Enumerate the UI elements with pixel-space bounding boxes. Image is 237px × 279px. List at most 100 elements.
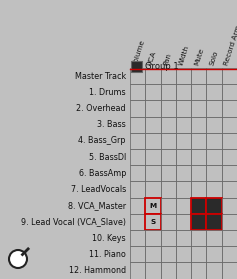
Bar: [145, 68, 161, 84]
Bar: [206, 230, 222, 246]
Bar: [206, 181, 222, 198]
Bar: [130, 165, 145, 181]
Bar: [161, 181, 176, 198]
Bar: [145, 181, 161, 198]
Bar: [176, 84, 191, 100]
Bar: [191, 181, 206, 198]
Bar: [130, 181, 145, 198]
Bar: [191, 133, 206, 149]
Bar: [161, 133, 176, 149]
Bar: [145, 263, 161, 279]
Bar: [222, 181, 237, 198]
Bar: [191, 198, 206, 214]
Bar: [222, 165, 237, 181]
Circle shape: [9, 250, 27, 268]
Bar: [145, 165, 161, 181]
Bar: [222, 149, 237, 165]
Text: 4. Bass_Grp: 4. Bass_Grp: [78, 136, 126, 145]
Bar: [130, 246, 145, 263]
Bar: [161, 198, 176, 214]
Bar: [222, 117, 237, 133]
Bar: [145, 230, 161, 246]
Bar: [222, 198, 237, 214]
Bar: [161, 230, 176, 246]
Text: 1. Drums: 1. Drums: [89, 88, 126, 97]
Bar: [176, 214, 191, 230]
Bar: [222, 84, 237, 100]
Text: Record Arm: Record Arm: [224, 24, 237, 66]
Bar: [176, 68, 191, 84]
Bar: [176, 263, 191, 279]
Bar: [130, 214, 145, 230]
Text: 5. BassDI: 5. BassDI: [89, 153, 126, 162]
Bar: [222, 133, 237, 149]
Bar: [222, 246, 237, 263]
Bar: [161, 165, 176, 181]
Bar: [176, 100, 191, 117]
Bar: [206, 149, 222, 165]
Bar: [161, 84, 176, 100]
Bar: [145, 198, 161, 214]
Bar: [145, 117, 161, 133]
Text: 9. Lead Vocal (VCA_Slave): 9. Lead Vocal (VCA_Slave): [21, 217, 126, 226]
Text: Width: Width: [178, 44, 190, 66]
Bar: [176, 198, 191, 214]
Bar: [161, 100, 176, 117]
Text: 3. Bass: 3. Bass: [97, 120, 126, 129]
Bar: [176, 149, 191, 165]
Text: 8. VCA_Master: 8. VCA_Master: [68, 201, 126, 210]
Bar: [145, 133, 161, 149]
Text: Mute: Mute: [193, 47, 205, 66]
Text: Solo: Solo: [209, 50, 219, 66]
Bar: [191, 230, 206, 246]
Bar: [191, 165, 206, 181]
Bar: [176, 246, 191, 263]
Bar: [222, 214, 237, 230]
Bar: [161, 117, 176, 133]
Bar: [206, 214, 222, 230]
Bar: [222, 100, 237, 117]
Bar: [161, 246, 176, 263]
Bar: [176, 165, 191, 181]
Bar: [176, 181, 191, 198]
Bar: [206, 68, 222, 84]
Bar: [191, 214, 206, 230]
Bar: [131, 61, 142, 72]
Bar: [130, 117, 145, 133]
Bar: [145, 214, 161, 230]
Bar: [145, 100, 161, 117]
Bar: [206, 198, 222, 214]
Text: 6. BassAmp: 6. BassAmp: [79, 169, 126, 178]
Bar: [176, 133, 191, 149]
Bar: [130, 149, 145, 165]
Bar: [145, 84, 161, 100]
Bar: [130, 198, 145, 214]
Text: 12. Hammond: 12. Hammond: [69, 266, 126, 275]
Bar: [191, 263, 206, 279]
Text: 10. Keys: 10. Keys: [92, 234, 126, 243]
Bar: [222, 68, 237, 84]
Bar: [161, 68, 176, 84]
Text: 7. LeadVocals: 7. LeadVocals: [71, 185, 126, 194]
Bar: [191, 84, 206, 100]
Bar: [130, 133, 145, 149]
Bar: [206, 133, 222, 149]
Text: Pan: Pan: [163, 52, 172, 66]
Bar: [161, 214, 176, 230]
Bar: [130, 84, 145, 100]
Text: 11. Piano: 11. Piano: [89, 250, 126, 259]
Bar: [161, 149, 176, 165]
Bar: [191, 68, 206, 84]
Bar: [206, 263, 222, 279]
Bar: [130, 263, 145, 279]
Bar: [130, 230, 145, 246]
Bar: [145, 246, 161, 263]
Text: S: S: [150, 219, 155, 225]
Bar: [191, 149, 206, 165]
Bar: [191, 246, 206, 263]
Bar: [161, 263, 176, 279]
Bar: [222, 263, 237, 279]
Text: 2. Overhead: 2. Overhead: [76, 104, 126, 113]
Text: Master Track: Master Track: [75, 72, 126, 81]
Bar: [130, 100, 145, 117]
